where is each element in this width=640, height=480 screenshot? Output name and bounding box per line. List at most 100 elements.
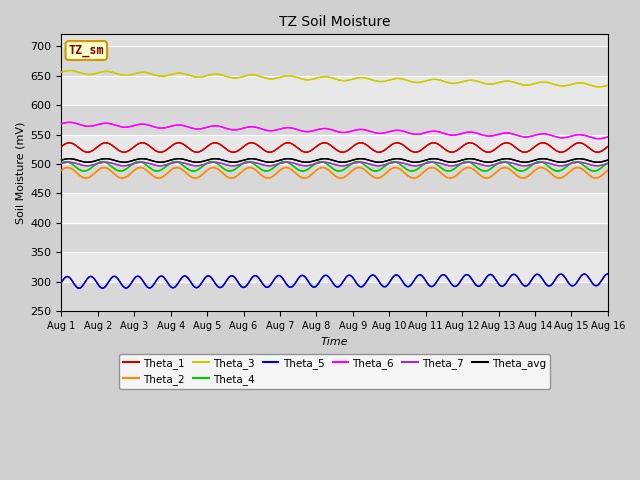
Theta_6 [66, 120, 74, 125]
Theta_1 [448, 149, 456, 155]
Theta_2 [305, 174, 312, 180]
Theta_avg [58, 157, 65, 163]
Theta_3 [604, 83, 612, 88]
Theta_2 [154, 175, 162, 181]
Line: Theta_4: Theta_4 [61, 162, 608, 171]
Theta_5 [58, 279, 65, 285]
Theta_avg [471, 156, 479, 162]
Bar [61, 252, 608, 282]
Theta_2 [422, 167, 430, 173]
Theta_7 [307, 162, 314, 168]
Theta_3 [423, 78, 431, 84]
Bar [61, 282, 608, 312]
Theta_5 [604, 271, 612, 277]
Theta_3 [306, 77, 314, 83]
Theta_5 [306, 280, 314, 286]
Theta_avg [466, 156, 474, 162]
Theta_7 [58, 161, 65, 167]
Line: Theta_6: Theta_6 [61, 122, 608, 139]
Bar [61, 164, 608, 193]
Theta_5 [423, 280, 431, 286]
Bar [61, 46, 608, 75]
Theta_1 [466, 140, 474, 145]
Theta_6 [199, 126, 207, 132]
Theta_5 [381, 284, 388, 289]
Theta_6 [470, 130, 477, 135]
Theta_3 [155, 73, 163, 79]
Theta_2 [380, 172, 387, 178]
Theta_5 [155, 274, 163, 280]
Theta_1 [198, 148, 205, 154]
Theta_7 [381, 162, 389, 168]
Line: Theta_2: Theta_2 [61, 168, 608, 178]
Theta_1 [305, 149, 312, 155]
Theta_7 [120, 163, 127, 168]
Theta_2 [501, 165, 509, 170]
Theta_3 [199, 74, 207, 80]
Bar [61, 193, 608, 223]
Theta_4 [154, 168, 162, 174]
Theta_3 [58, 69, 65, 75]
Theta_3 [381, 78, 388, 84]
Theta_6 [381, 130, 388, 136]
Theta_4 [58, 160, 65, 166]
Theta_4 [469, 161, 477, 167]
Theta_avg [604, 157, 612, 163]
Theta_4 [305, 166, 312, 172]
Theta_avg [448, 159, 456, 165]
Line: Theta_5: Theta_5 [61, 274, 608, 288]
Theta_1 [471, 141, 479, 147]
Theta_avg [305, 159, 312, 165]
Theta_6 [155, 125, 163, 131]
Line: Theta_3: Theta_3 [61, 71, 608, 87]
Title: TZ Soil Moisture: TZ Soil Moisture [279, 15, 390, 29]
Theta_1 [380, 148, 387, 154]
Theta_avg [154, 159, 162, 165]
Theta_1 [604, 144, 612, 149]
Theta_6 [58, 121, 65, 127]
Line: Theta_1: Theta_1 [61, 143, 608, 152]
Bar [61, 105, 608, 134]
Theta_avg [380, 159, 387, 165]
Theta_2 [469, 166, 477, 172]
Bar [61, 223, 608, 252]
Theta_5 [75, 286, 83, 291]
Theta_4 [422, 160, 430, 166]
Theta_4 [554, 168, 561, 174]
Theta_avg [422, 157, 430, 163]
Bar [61, 75, 608, 105]
Theta_2 [519, 175, 527, 181]
X-axis label: Time: Time [321, 336, 348, 347]
Theta_6 [423, 129, 431, 135]
Bar [61, 134, 608, 164]
Theta_2 [604, 168, 612, 173]
Text: TZ_sm: TZ_sm [68, 44, 104, 57]
Theta_2 [198, 172, 205, 178]
Theta_6 [595, 136, 602, 142]
Theta_avg [198, 159, 205, 165]
Theta_5 [470, 279, 477, 285]
Theta_1 [422, 143, 430, 149]
Theta_4 [604, 160, 612, 166]
Theta_6 [306, 129, 314, 134]
Theta_2 [58, 168, 65, 173]
Theta_1 [154, 149, 162, 155]
Theta_6 [604, 134, 612, 140]
Theta_7 [604, 161, 612, 167]
Theta_7 [471, 160, 479, 166]
Y-axis label: Soil Moisture (mV): Soil Moisture (mV) [15, 121, 25, 224]
Line: Theta_7: Theta_7 [61, 162, 608, 166]
Theta_3 [596, 84, 604, 90]
Theta_7 [101, 159, 109, 165]
Theta_5 [199, 278, 207, 284]
Line: Theta_avg: Theta_avg [61, 159, 608, 162]
Theta_3 [66, 68, 74, 73]
Legend: Theta_1, Theta_2, Theta_3, Theta_4, Theta_5, Theta_6, Theta_7, Theta_avg: Theta_1, Theta_2, Theta_3, Theta_4, Thet… [119, 354, 550, 389]
Theta_7 [424, 160, 432, 166]
Theta_4 [198, 164, 205, 170]
Theta_7 [156, 163, 164, 168]
Theta_7 [200, 162, 207, 168]
Theta_4 [380, 165, 387, 170]
Theta_4 [536, 159, 543, 165]
Theta_3 [470, 78, 477, 84]
